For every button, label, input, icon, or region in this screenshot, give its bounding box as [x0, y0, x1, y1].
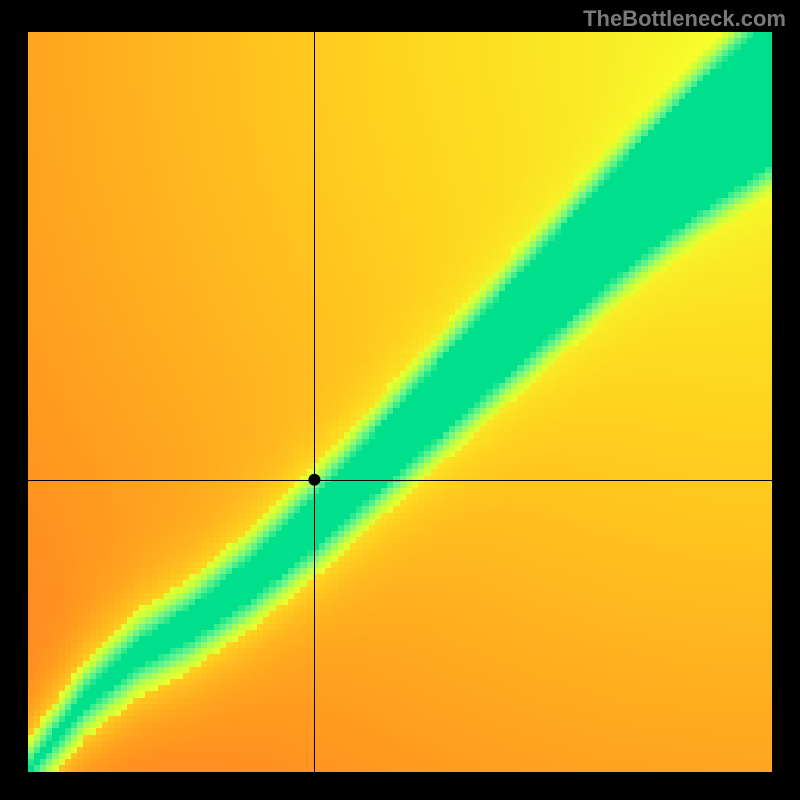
bottleneck-heatmap: [28, 32, 772, 772]
watermark-text: TheBottleneck.com: [583, 6, 786, 32]
plot-area: [28, 32, 772, 772]
figure-root: TheBottleneck.com: [0, 0, 800, 800]
